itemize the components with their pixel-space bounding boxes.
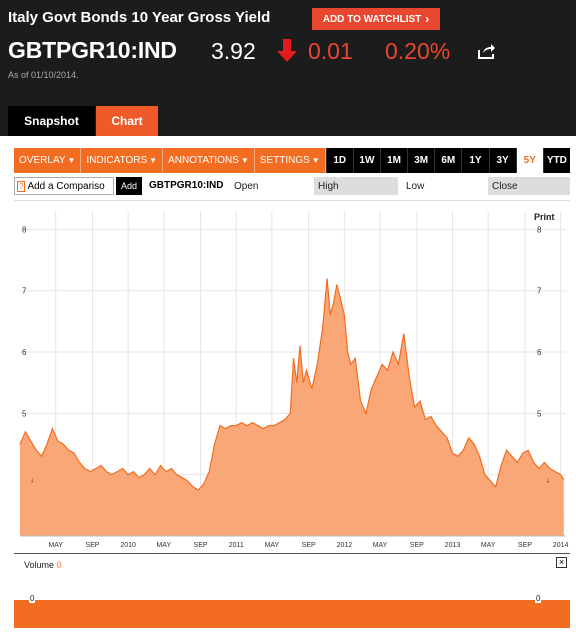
close-icon[interactable]: × <box>556 557 567 568</box>
range-5y-button[interactable]: 5Y <box>515 148 543 173</box>
range-6m-button[interactable]: 6M <box>434 148 462 173</box>
series-symbol: GBTPGR10:IND <box>149 180 224 191</box>
help-icon[interactable]: ? <box>17 180 26 192</box>
add-compare-button[interactable]: Add <box>116 177 142 195</box>
x-tick-label: SEP <box>85 542 99 549</box>
chevron-right-icon: › <box>425 12 430 26</box>
x-tick-label: 2013 <box>445 542 461 549</box>
y-tick-label-right: 5 <box>537 409 542 418</box>
x-tick-label: 2014 <box>553 542 569 549</box>
y-tick-label-left: 6 <box>22 348 27 357</box>
range-3y-button[interactable]: 3Y <box>488 148 516 173</box>
overlay-menu-label: OVERLAY <box>19 155 66 166</box>
x-tick-label: MAY <box>265 542 280 549</box>
tab-chart[interactable]: Chart <box>96 106 158 136</box>
x-tick-label: MAY <box>48 542 63 549</box>
page-title: Italy Govt Bonds 10 Year Gross Yield <box>8 9 271 26</box>
volume-value: 0 <box>56 560 62 570</box>
add-to-watchlist-label: ADD TO WATCHLIST <box>322 13 422 25</box>
print-link[interactable]: Print <box>534 212 555 222</box>
compare-row: ? Add a Compariso Add GBTPGR10:IND Open … <box>14 176 570 196</box>
yield-area <box>20 278 564 536</box>
range-1m-button[interactable]: 1M <box>379 148 408 173</box>
triangle-down-icon: ▼ <box>311 156 320 165</box>
volume-label-text: Volume <box>24 560 55 570</box>
x-tick-label: SEP <box>410 542 424 549</box>
close-readout: Close <box>488 177 570 195</box>
x-tick-label: SEP <box>194 542 208 549</box>
yield-line <box>19 278 565 491</box>
annotations-menu-label: ANNOTATIONS <box>168 155 239 166</box>
x-tick-label: 2012 <box>337 542 353 549</box>
down-arrow-icon <box>277 39 297 62</box>
settings-menu[interactable]: SETTINGS ▼ <box>255 148 326 173</box>
settings-menu-label: SETTINGS <box>259 155 310 166</box>
volume-panel: Volume 0 × 0 0 <box>14 553 570 628</box>
as-of-date: As of 01/10/2014. <box>8 70 79 80</box>
volume-bars <box>14 600 570 628</box>
price-change-percent: 0.20% <box>385 38 451 64</box>
x-tick-label: MAY <box>481 542 496 549</box>
y-tick-label-left: 7 <box>22 287 27 296</box>
y-tick-label-left: 8 <box>22 225 27 234</box>
last-price: 3.92 <box>211 38 256 64</box>
compare-input[interactable]: ? Add a Compariso <box>14 177 114 195</box>
chart-canvas[interactable]: 4455667788MAYSEP2010MAYSEP2011MAYSEP2012… <box>14 201 570 551</box>
share-icon[interactable] <box>478 43 496 59</box>
add-to-watchlist-button[interactable]: ADD TO WATCHLIST › <box>312 8 440 30</box>
last-value-marker-right: ↓ <box>546 476 550 485</box>
ticker-symbol: GBTPGR10:IND <box>8 37 177 63</box>
open-readout: Open <box>234 180 259 192</box>
indicators-menu-label: INDICATORS <box>86 155 148 166</box>
tab-snapshot[interactable]: Snapshot <box>8 106 95 136</box>
low-readout: Low <box>406 180 425 192</box>
range-3m-button[interactable]: 3M <box>407 148 435 173</box>
range-1d-button[interactable]: 1D <box>325 148 353 173</box>
x-tick-label: 2011 <box>229 542 244 549</box>
range-1w-button[interactable]: 1W <box>352 148 380 173</box>
overlay-menu[interactable]: OVERLAY ▼ <box>14 148 82 173</box>
x-tick-label: SEP <box>518 542 532 549</box>
x-tick-label: 2010 <box>120 542 136 549</box>
triangle-down-icon: ▼ <box>240 156 249 165</box>
y-tick-label-right: 7 <box>537 287 542 296</box>
x-tick-label: MAY <box>156 542 171 549</box>
triangle-down-icon: ▼ <box>67 156 76 165</box>
y-tick-label-right: 8 <box>537 225 542 234</box>
price-change: 0.01 <box>308 38 353 64</box>
price-chart[interactable]: 4455667788MAYSEP2010MAYSEP2011MAYSEP2012… <box>14 200 570 550</box>
range-ytd-button[interactable]: YTD <box>542 148 570 173</box>
x-tick-label: MAY <box>373 542 388 549</box>
last-value-marker-left: ↓ <box>30 476 34 485</box>
volume-tick-left: 0 <box>29 594 36 603</box>
x-tick-label: SEP <box>302 542 316 549</box>
volume-tick-right: 0 <box>535 594 542 603</box>
high-readout: High <box>314 177 398 195</box>
annotations-menu[interactable]: ANNOTATIONS ▼ <box>163 148 255 173</box>
triangle-down-icon: ▼ <box>149 156 158 165</box>
indicators-menu[interactable]: INDICATORS ▼ <box>81 148 164 173</box>
y-tick-label-left: 5 <box>22 409 27 418</box>
chart-toolbar: OVERLAY ▼ INDICATORS ▼ ANNOTATIONS ▼ SETTIN… <box>14 148 570 173</box>
y-tick-label-right: 6 <box>537 348 542 357</box>
compare-placeholder: Add a Compariso <box>27 180 105 192</box>
volume-label: Volume 0 <box>24 560 62 570</box>
quote-header: Italy Govt Bonds 10 Year Gross Yield ADD… <box>0 0 576 136</box>
range-1y-button[interactable]: 1Y <box>461 148 489 173</box>
